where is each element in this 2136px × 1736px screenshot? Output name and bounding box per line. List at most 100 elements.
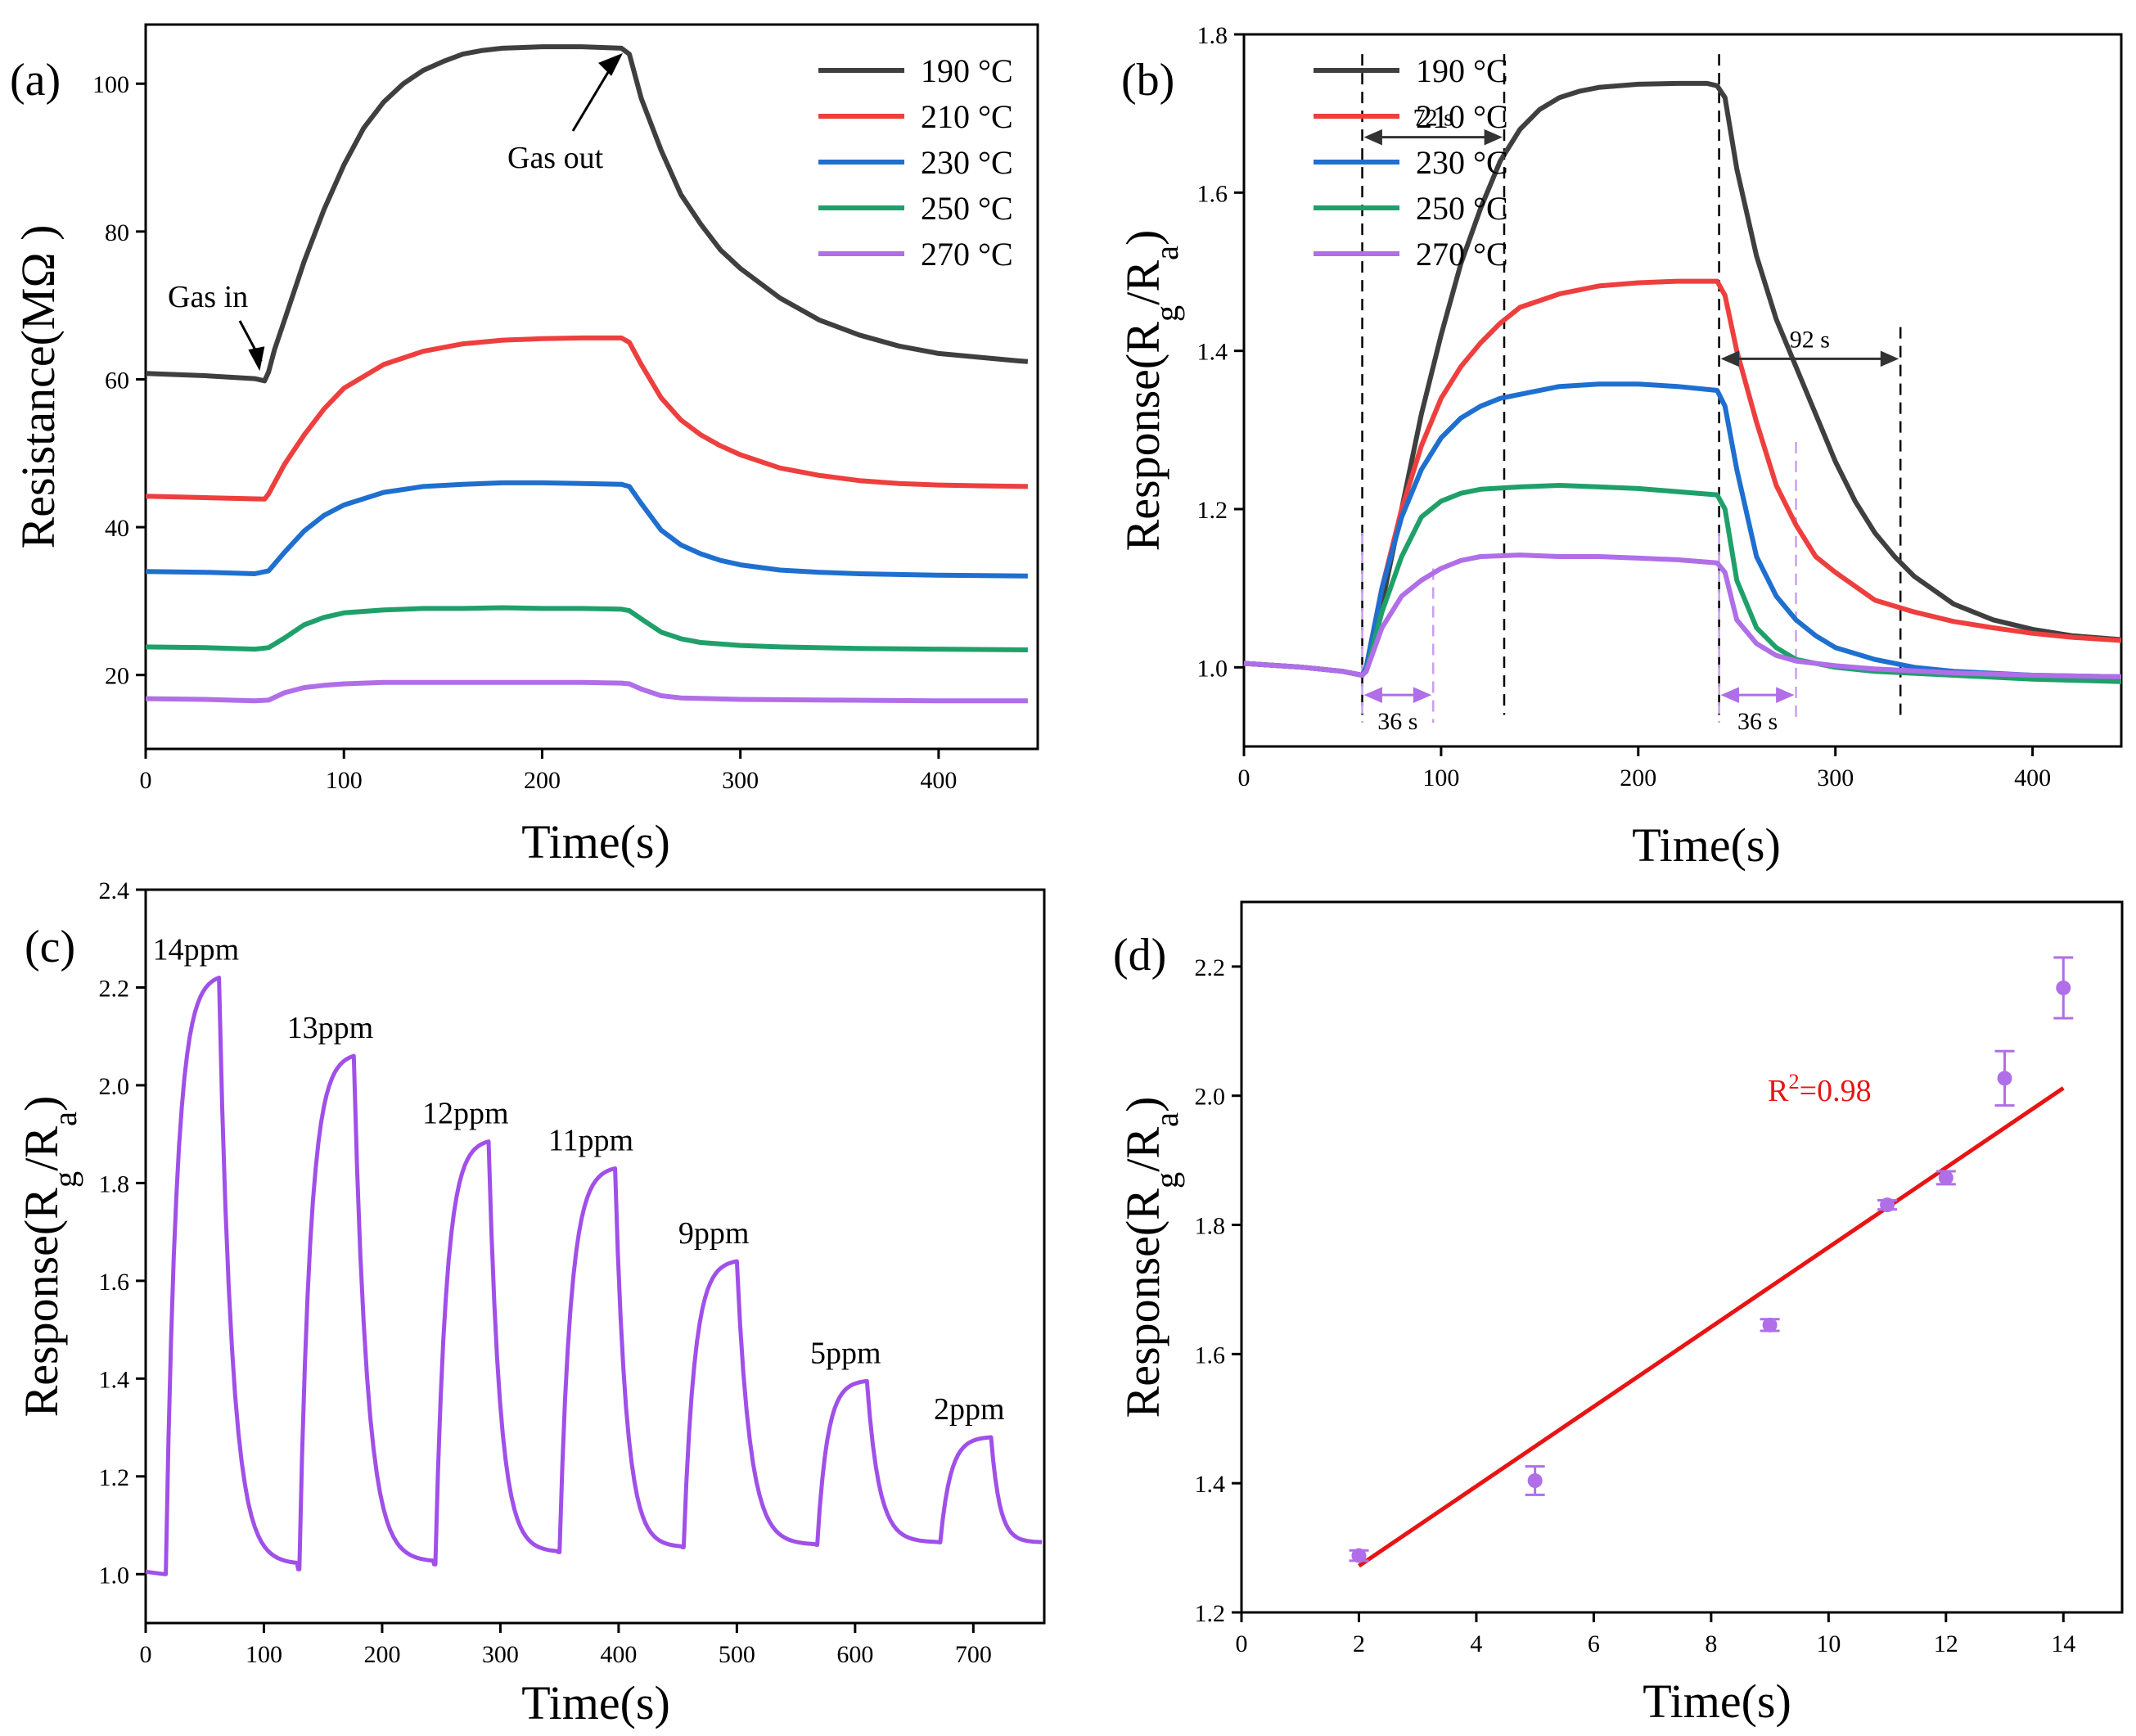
y-axis-title-part: a — [1148, 246, 1185, 260]
series-line — [145, 679, 1028, 704]
y-axis-title-part: Response(R — [1116, 1188, 1169, 1418]
concentration-label: 5ppm — [810, 1336, 881, 1370]
y-tick-label: 100 — [92, 71, 129, 98]
x-axis-title: Time(s) — [1643, 1675, 1791, 1728]
x-tick-label: 200 — [524, 767, 561, 794]
r-squared-label-part: R — [1768, 1074, 1789, 1108]
data-point — [1997, 1071, 2012, 1086]
x-tick-label: 4 — [1470, 1630, 1482, 1657]
panel-a: 0 100 200 300 400 20 40 60 80 100 190 °C 210 °C 230 … — [10, 23, 1039, 868]
x-tick-label: 400 — [920, 767, 957, 794]
span-arrowhead — [1363, 687, 1382, 703]
x-tick-label: 300 — [1817, 764, 1854, 791]
y-tick-label: 1.8 — [99, 1170, 130, 1197]
y-axis-title-part: Response(R — [15, 1188, 68, 1418]
series-line — [1243, 80, 2122, 678]
y-tick-label: 1.4 — [1197, 339, 1228, 366]
span-label: 36 s — [1737, 708, 1778, 735]
x-axis-title: Time(s) — [521, 815, 670, 868]
y-tick-label: 1.0 — [1197, 655, 1228, 682]
x-tick-label: 8 — [1705, 1630, 1717, 1657]
plot-frame — [144, 23, 1039, 751]
span-arrowhead — [1880, 350, 1899, 367]
y-tick-label: 1.2 — [99, 1464, 130, 1491]
y-axis-title-part: g — [47, 1171, 83, 1188]
plot-frame — [1240, 900, 2124, 1614]
span-arrowhead — [1720, 687, 1739, 703]
y-axis-title: Response(Rg/Ra) — [15, 1096, 83, 1418]
panel-b: 0 100 200 300 400 1.0 1.2 1.4 1.6 1.8 72 s 92 s 36 s… — [1116, 22, 2123, 872]
series-line — [145, 480, 1028, 579]
y-axis-title-part: g — [1148, 305, 1185, 322]
span-arrowhead — [1484, 129, 1503, 146]
plot-frame — [1242, 33, 2123, 748]
y-axis-title-part: /R — [1116, 1127, 1169, 1172]
data-point — [1527, 1473, 1543, 1489]
y-tick-label: 2.2 — [1195, 954, 1226, 981]
fit-line — [1358, 1086, 2065, 1568]
concentration-label: 2ppm — [934, 1392, 1005, 1427]
y-tick-label: 1.2 — [1197, 497, 1228, 524]
legend-label: 190 °C — [921, 52, 1013, 89]
x-tick-label: 100 — [326, 767, 363, 794]
y-tick-label: 1.4 — [99, 1366, 130, 1393]
x-tick-label: 10 — [1816, 1630, 1841, 1657]
x-tick-label: 600 — [836, 1641, 873, 1668]
legend-label: 190 °C — [1416, 52, 1508, 89]
y-axis-title-part: a — [47, 1111, 83, 1126]
x-tick-label: 100 — [1422, 764, 1459, 791]
span-arrowhead — [1776, 687, 1795, 703]
y-tick-label: 1.4 — [1195, 1471, 1226, 1498]
y-axis-title: Response(Rg/Ra) — [1116, 1097, 1185, 1418]
panel-label: (b) — [1121, 55, 1174, 106]
legend-label: 230 °C — [921, 144, 1013, 181]
span-arrowhead — [1720, 350, 1739, 367]
x-tick-label: 0 — [140, 1641, 152, 1668]
x-tick-label: 400 — [600, 1641, 637, 1668]
x-tick-label: 200 — [363, 1641, 400, 1668]
legend-label: 250 °C — [921, 190, 1013, 227]
y-tick-label: 1.2 — [1195, 1600, 1226, 1627]
panel-label: (a) — [10, 55, 61, 106]
data-point — [2056, 980, 2071, 995]
y-axis-title-part: ) — [1116, 230, 1169, 246]
annotation-arrowhead — [598, 52, 624, 76]
x-tick-label: 700 — [955, 1641, 992, 1668]
x-tick-label: 0 — [1238, 764, 1251, 791]
series-line — [1243, 552, 2122, 679]
y-tick-label: 1.8 — [1195, 1213, 1226, 1240]
annotation-gas-out: Gas out — [507, 141, 604, 175]
plot-frame — [144, 888, 1046, 1625]
y-tick-label: 40 — [105, 515, 129, 542]
data-point — [1880, 1197, 1895, 1213]
x-tick-label: 14 — [2051, 1630, 2075, 1657]
legend-label: 250 °C — [1416, 190, 1508, 227]
x-tick-label: 200 — [1620, 764, 1656, 791]
y-tick-label: 1.6 — [99, 1269, 130, 1296]
annotation-gas-in: Gas in — [168, 280, 248, 314]
r-squared-label-part: 2 — [1788, 1069, 1799, 1093]
concentration-label: 12ppm — [422, 1097, 509, 1131]
y-axis-title: Response(Rg/Ra) — [1116, 230, 1185, 552]
y-axis-title: Resistance(MΩ ) — [11, 225, 65, 549]
y-tick-label: 2.0 — [1195, 1084, 1226, 1111]
concentration-label: 14ppm — [153, 933, 240, 967]
legend-label: 230 °C — [1416, 144, 1508, 181]
span-label: 92 s — [1790, 326, 1830, 353]
r-squared-label: R2=0.98 — [1768, 1069, 1872, 1108]
legend-label: 210 °C — [1416, 98, 1508, 135]
y-tick-label: 1.0 — [99, 1562, 130, 1589]
y-tick-label: 2.2 — [99, 975, 130, 1002]
data-point — [1938, 1170, 1953, 1185]
y-tick-label: 2.4 — [99, 877, 130, 904]
panel-label: (d) — [1113, 930, 1166, 981]
x-tick-label: 500 — [719, 1641, 755, 1668]
x-tick-label: 100 — [246, 1641, 282, 1668]
y-tick-label: 20 — [105, 663, 129, 690]
x-tick-label: 0 — [1236, 1630, 1248, 1657]
y-axis-title-part: a — [1148, 1112, 1185, 1127]
x-axis-title: Time(s) — [1632, 818, 1781, 872]
concentration-label: 11ppm — [548, 1123, 633, 1157]
y-axis-title-part: ) — [1116, 1097, 1169, 1112]
